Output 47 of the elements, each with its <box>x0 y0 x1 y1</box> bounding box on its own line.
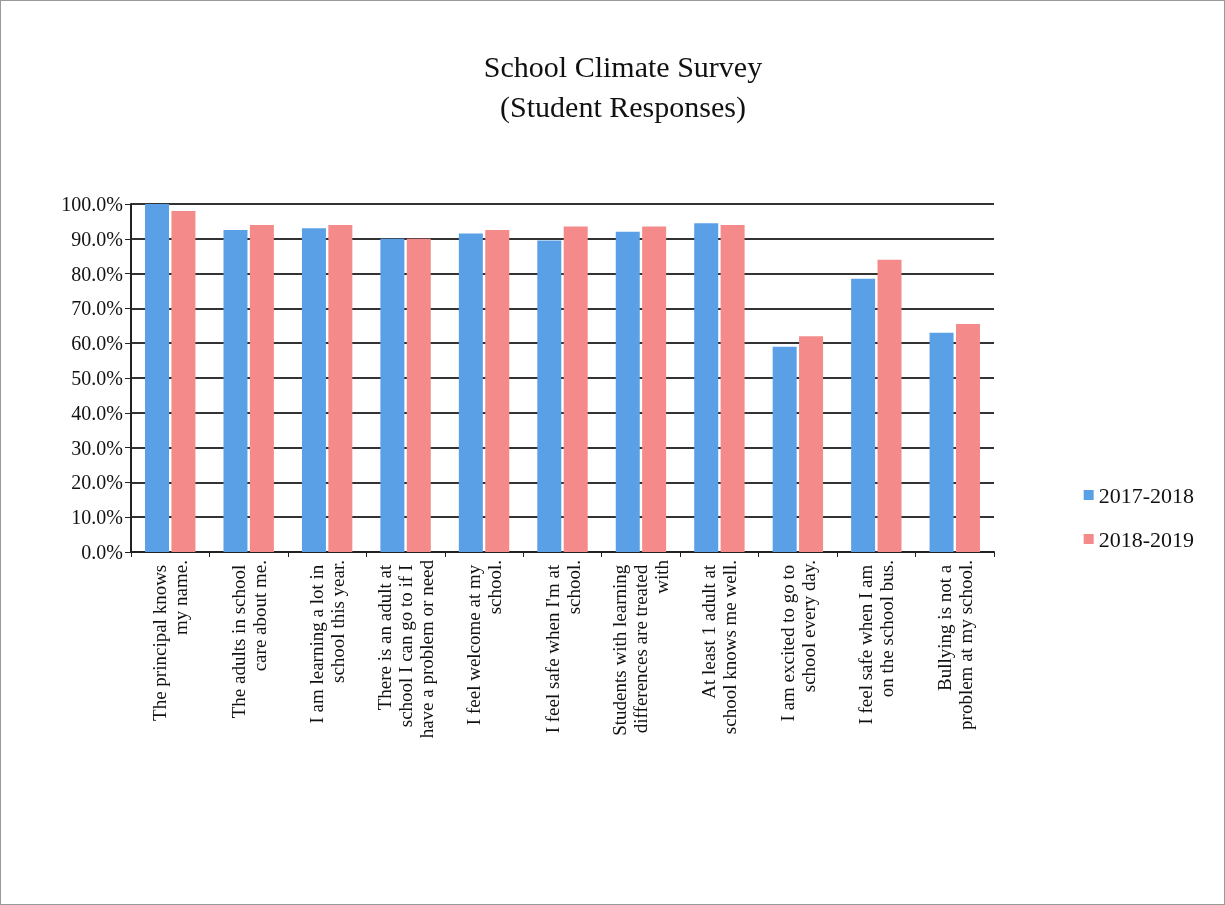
x-tick-label: I feel welcome at my school. <box>463 560 506 726</box>
bar <box>171 210 196 552</box>
x-tick-label: At least 1 adult at school knows me well. <box>698 560 741 735</box>
bar <box>877 259 902 552</box>
bar <box>406 238 431 552</box>
y-tick-label: 10.0% <box>71 506 123 529</box>
y-tick-label: 40.0% <box>71 401 123 424</box>
x-tick-label: There is an adult at school I can go to if I have a problem or need <box>374 559 438 739</box>
x-tick-label: I feel safe when I'm at school. <box>541 560 584 734</box>
bar <box>694 223 719 552</box>
bar <box>537 240 562 552</box>
x-tick-label: I am excited to go to school every day. <box>776 560 819 722</box>
bar <box>563 226 588 552</box>
bar <box>328 224 353 552</box>
bar <box>485 230 510 552</box>
bar <box>223 230 248 552</box>
y-tick-label: 70.0% <box>71 297 123 320</box>
y-tick-label: 30.0% <box>71 436 123 459</box>
bar <box>145 204 170 552</box>
y-tick-label: 80.0% <box>71 262 123 285</box>
y-tick-label: 90.0% <box>71 227 123 250</box>
y-tick-label: 20.0% <box>71 471 123 494</box>
bar <box>642 226 667 552</box>
y-tick-label: 60.0% <box>71 332 123 355</box>
bar <box>615 231 640 552</box>
bar <box>720 224 745 552</box>
bar <box>772 346 797 552</box>
legend-label: 2018-2019 <box>1098 526 1194 552</box>
y-tick-label: 0.0% <box>81 541 123 563</box>
bar <box>301 228 326 552</box>
bar <box>380 238 405 552</box>
bar <box>249 224 274 552</box>
bar <box>955 324 980 552</box>
x-tick-label: Students with learning differences are treated with <box>609 559 673 736</box>
bar <box>851 278 876 552</box>
x-tick-label: I feel safe when I am on the school bus. <box>855 560 898 725</box>
x-tick-label: The principal knows my name. <box>149 560 192 721</box>
x-tick-label: The adults in school care about me. <box>227 560 270 719</box>
bar <box>929 332 954 552</box>
bar <box>458 233 483 552</box>
bar <box>799 336 824 552</box>
legend-label: 2017-2018 <box>1098 482 1194 508</box>
y-tick-label: 50.0% <box>71 367 123 389</box>
y-tick-label: 100.0% <box>61 193 123 215</box>
x-tick-label: I am learning a lot in school this year. <box>306 560 349 724</box>
chart-title: School Climate Survey (Student Responses) <box>483 49 763 124</box>
x-tick-label: Bullying is not a problem at my school. <box>933 560 976 730</box>
